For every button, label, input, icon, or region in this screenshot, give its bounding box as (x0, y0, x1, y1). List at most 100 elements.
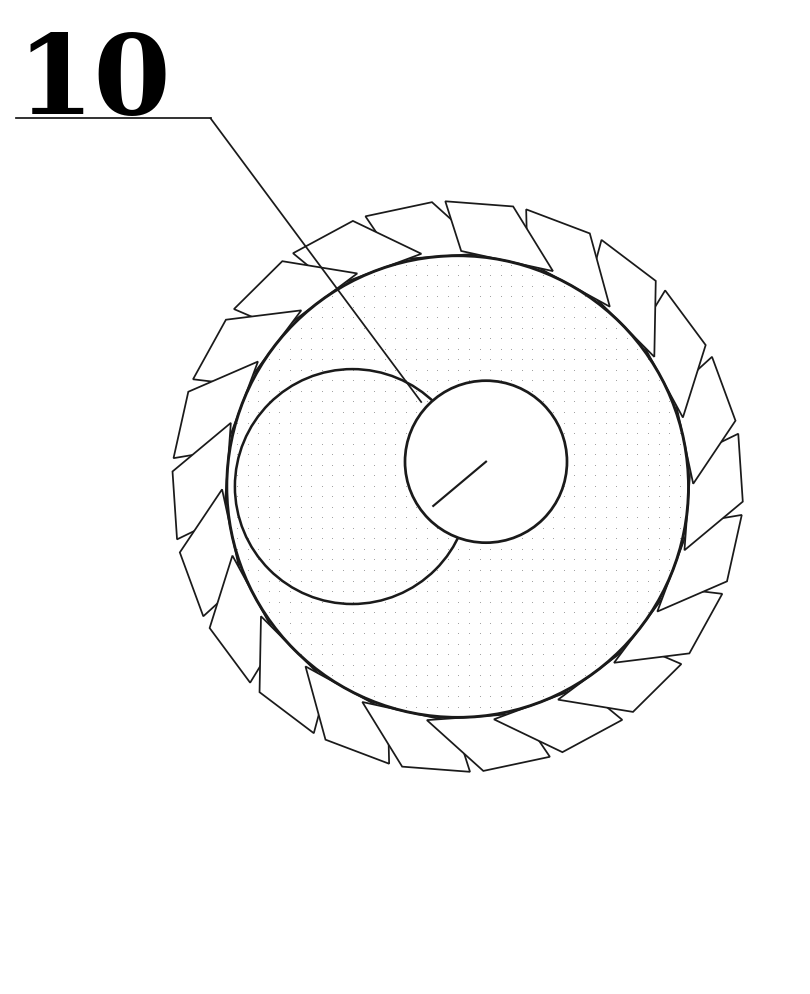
Point (620, 625, 633, 641)
Point (368, 446, 381, 462)
Point (515, 636, 528, 652)
Point (526, 689, 539, 705)
Point (273, 625, 286, 641)
Point (441, 563, 454, 579)
Point (473, 299, 486, 315)
Point (431, 604, 444, 620)
Point (389, 604, 402, 620)
Point (378, 594, 391, 610)
Point (399, 499, 412, 515)
Point (536, 299, 549, 315)
Point (463, 278, 475, 294)
Point (557, 678, 570, 694)
Point (262, 489, 275, 505)
Point (599, 415, 612, 431)
Polygon shape (259, 616, 327, 734)
Point (494, 299, 507, 315)
Point (568, 299, 581, 315)
Point (399, 678, 412, 694)
Point (326, 510, 339, 526)
Point (410, 363, 423, 379)
Point (547, 320, 560, 336)
Point (536, 268, 549, 284)
Point (441, 352, 454, 368)
Point (294, 583, 307, 599)
Point (515, 594, 528, 610)
Point (347, 310, 360, 326)
Point (273, 521, 286, 537)
Point (326, 657, 339, 673)
Point (284, 542, 296, 558)
Point (262, 405, 275, 420)
Point (431, 521, 444, 537)
Point (494, 352, 507, 368)
Point (652, 373, 665, 389)
Point (463, 342, 475, 358)
Point (610, 510, 623, 526)
Point (294, 563, 307, 579)
Point (473, 563, 486, 579)
Point (368, 289, 381, 305)
Point (620, 446, 633, 462)
Point (336, 457, 349, 473)
Point (610, 499, 623, 515)
Point (620, 531, 633, 547)
Point (336, 625, 349, 641)
Point (431, 625, 444, 641)
Point (652, 563, 665, 579)
Point (431, 352, 444, 368)
Point (557, 594, 570, 610)
Point (526, 647, 539, 663)
Point (599, 594, 612, 610)
Point (315, 436, 328, 452)
Point (610, 531, 623, 547)
Point (410, 699, 423, 715)
Point (347, 615, 360, 631)
Point (526, 531, 539, 547)
Point (399, 384, 412, 400)
Point (252, 415, 265, 431)
Point (547, 405, 560, 420)
Point (473, 278, 486, 294)
Point (557, 521, 570, 537)
Point (505, 342, 518, 358)
Point (610, 563, 623, 579)
Point (452, 636, 465, 652)
Point (463, 331, 475, 347)
Point (536, 615, 549, 631)
Point (536, 395, 549, 411)
Point (420, 257, 433, 273)
Point (578, 457, 591, 473)
Point (315, 563, 328, 579)
Point (473, 689, 486, 705)
Point (273, 552, 286, 568)
Point (505, 604, 518, 620)
Point (578, 552, 591, 568)
Point (568, 625, 581, 641)
Point (452, 552, 465, 568)
Point (262, 510, 275, 526)
Point (484, 594, 497, 610)
Point (368, 299, 381, 315)
Point (389, 384, 402, 400)
Point (631, 552, 644, 568)
Point (241, 468, 254, 484)
Point (599, 510, 612, 526)
Point (357, 647, 370, 663)
Point (578, 542, 591, 558)
Point (452, 583, 465, 599)
Point (515, 583, 528, 599)
Point (305, 521, 318, 537)
Point (336, 352, 349, 368)
Point (484, 310, 497, 326)
Point (336, 373, 349, 389)
Point (610, 489, 623, 505)
Point (347, 468, 360, 484)
Point (642, 457, 654, 473)
Point (262, 499, 275, 515)
Point (252, 489, 265, 505)
Point (368, 604, 381, 620)
Point (452, 257, 465, 273)
Point (557, 395, 570, 411)
Point (441, 594, 454, 610)
